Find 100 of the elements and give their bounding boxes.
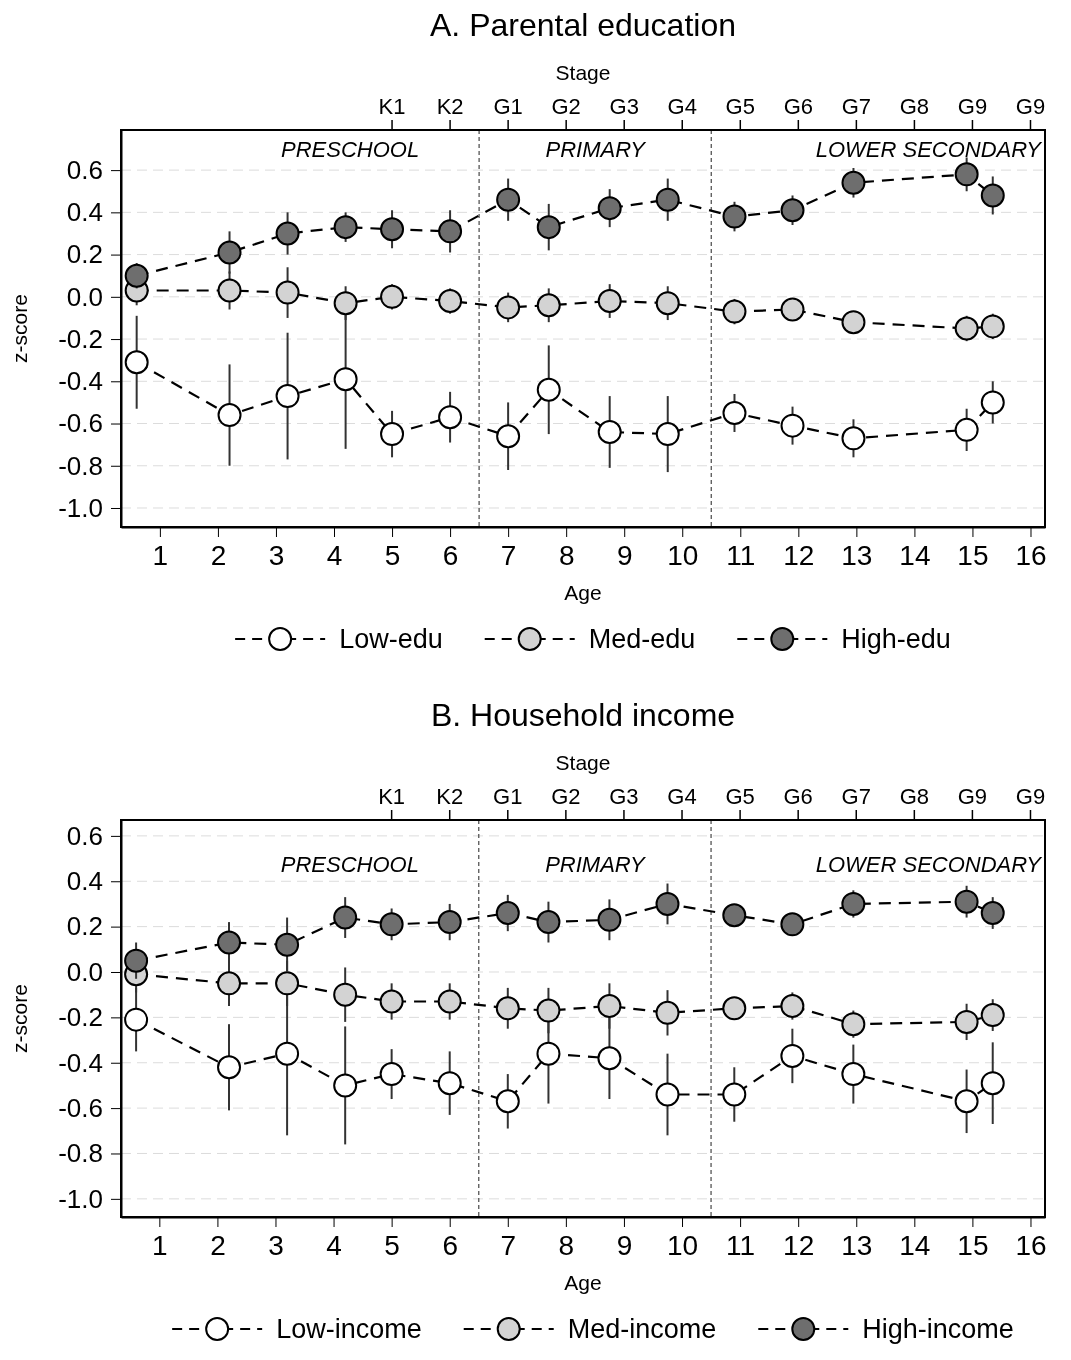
x-tick-label: 12 <box>783 539 815 571</box>
x-tick-label: 6 <box>442 539 459 571</box>
point <box>437 989 462 1014</box>
point <box>780 297 805 322</box>
point <box>597 1046 622 1071</box>
point <box>722 903 747 928</box>
y-tick-label: 0.6 <box>66 154 103 185</box>
point <box>275 384 300 409</box>
point <box>438 405 463 430</box>
x-tick-label: 9 <box>616 1229 633 1261</box>
x-tick-label: 11 <box>726 1229 756 1261</box>
point <box>536 998 561 1023</box>
point <box>275 221 300 246</box>
point <box>217 403 242 428</box>
y-tick-label: 0.6 <box>66 820 103 851</box>
point <box>217 278 242 303</box>
point <box>954 417 979 442</box>
point <box>217 1055 242 1080</box>
text: G2 <box>551 94 581 119</box>
point <box>275 971 300 996</box>
y-axis-title: z-score <box>8 984 31 1053</box>
point <box>333 215 358 240</box>
x-tick-label: 16 <box>1015 539 1047 571</box>
y-tick-label: -1.0 <box>58 1183 103 1214</box>
point <box>841 426 866 451</box>
point <box>379 912 404 937</box>
text: G1 <box>493 94 523 119</box>
text: G3 <box>609 784 639 809</box>
point <box>841 1062 866 1087</box>
point <box>437 1071 462 1096</box>
y-tick-label: -0.8 <box>58 1138 103 1169</box>
x-tick-label: 7 <box>500 539 517 571</box>
point <box>379 1062 404 1087</box>
x-tick-label: 15 <box>957 1229 989 1261</box>
x-tick-label: 12 <box>783 1229 815 1261</box>
y-tick-label: -0.2 <box>58 323 103 354</box>
x-tick-label: 2 <box>210 539 227 571</box>
point <box>954 889 979 914</box>
point <box>438 289 463 314</box>
legend-label: Low-edu <box>339 624 443 654</box>
x-axis-title: Age <box>564 1271 602 1294</box>
point <box>438 219 463 244</box>
point <box>333 291 358 316</box>
x-tick-label: 8 <box>558 539 575 571</box>
point <box>954 162 979 187</box>
point <box>655 291 680 316</box>
text: G8 <box>899 784 930 809</box>
annotation: PRESCHOOL <box>280 137 420 162</box>
x-tick-label: 10 <box>666 1229 699 1261</box>
x-tick-label: 9 <box>616 539 633 571</box>
text: G5 <box>725 784 755 809</box>
point <box>722 1082 747 1107</box>
text: K2 <box>436 784 464 809</box>
point <box>954 1089 979 1114</box>
text: G9 <box>957 94 988 119</box>
x-tick-label: 4 <box>326 1229 342 1261</box>
point <box>124 1007 149 1032</box>
point <box>655 422 680 447</box>
point <box>536 215 561 240</box>
point <box>496 295 521 320</box>
text: G2 <box>551 784 581 809</box>
x-tick-label: 7 <box>500 1229 517 1261</box>
text: K2 <box>436 94 464 119</box>
text: G6 <box>783 784 813 809</box>
text: G4 <box>667 784 697 809</box>
point <box>780 413 805 438</box>
x-tick-label: 2 <box>210 1229 226 1261</box>
text: G1 <box>493 784 523 809</box>
text: K1 <box>378 784 406 809</box>
point <box>333 1073 358 1098</box>
point <box>379 989 404 1014</box>
point <box>496 187 521 212</box>
point <box>495 996 520 1021</box>
point <box>597 994 622 1018</box>
y-tick-label: 0.0 <box>66 956 103 987</box>
point <box>655 1000 680 1025</box>
point <box>722 204 747 229</box>
y-tick-label: -0.4 <box>58 1047 103 1078</box>
point <box>980 183 1005 208</box>
x2-axis-title: Stage <box>555 61 611 84</box>
y-axis-title: z-score <box>8 294 31 363</box>
x-tick-label: 15 <box>957 539 989 571</box>
y-tick-label: -0.6 <box>58 1092 103 1123</box>
text: G3 <box>609 94 639 119</box>
x-tick-label: 14 <box>899 1229 931 1261</box>
point <box>333 982 358 1007</box>
annotation: PRIMARY <box>545 852 646 877</box>
point <box>380 422 405 447</box>
point <box>124 263 149 288</box>
chart-title: B. Household income <box>430 697 736 733</box>
text: G5 <box>725 94 755 119</box>
point <box>841 1012 866 1037</box>
x-tick-label: 13 <box>841 1229 873 1261</box>
text: G6 <box>783 94 814 119</box>
x-tick-label: 3 <box>268 1229 284 1261</box>
x2-axis-title: Stage <box>555 751 611 774</box>
y-tick-label: -0.6 <box>58 408 103 439</box>
point <box>124 350 149 375</box>
x-tick-label: 16 <box>1015 1229 1047 1261</box>
text: G4 <box>667 94 697 119</box>
